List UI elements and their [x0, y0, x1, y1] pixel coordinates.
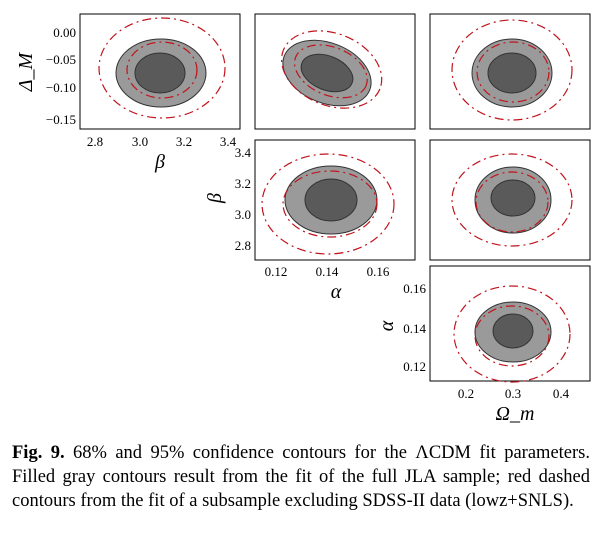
contour-68-red-dashed — [293, 44, 368, 99]
ytick-label: −0.15 — [46, 112, 76, 127]
contour-68-red-dashed — [475, 171, 549, 233]
xtick-label: 0.12 — [265, 264, 288, 279]
ytick-label: −0.10 — [46, 80, 76, 95]
xtick-label: 0.16 — [367, 264, 390, 279]
contour-95-red-dashed — [98, 17, 226, 119]
x-axis-label: α — [331, 281, 342, 303]
panel-omega-beta — [429, 139, 591, 261]
panel-alpha-deltaM — [254, 13, 416, 130]
contour-68-filled — [487, 52, 537, 94]
ytick-label: 3.2 — [235, 176, 251, 191]
y-axis-label: β — [204, 193, 226, 204]
contour-68-red-dashed — [282, 170, 378, 238]
ytick-label: 2.8 — [235, 238, 251, 253]
caption-text: 68% and 95% confidence contours for the … — [12, 443, 590, 511]
ytick-label: 0.16 — [403, 281, 426, 296]
figure-label: Fig. 9. — [12, 443, 65, 463]
contour-68-red-dashed — [126, 41, 198, 99]
contour-68-filled — [134, 52, 186, 94]
ytick-label: 3.0 — [235, 207, 251, 222]
contour-95-red-dashed — [280, 30, 383, 109]
contour-68-filled — [304, 178, 358, 222]
contour-68-filled — [490, 179, 536, 217]
ytick-label: −0.05 — [46, 52, 76, 67]
xtick-label: 3.0 — [132, 134, 148, 149]
xtick-label: 2.8 — [87, 134, 103, 149]
y-axis-label: Δ_M — [15, 51, 37, 92]
contour-68-filled — [492, 313, 534, 349]
xtick-label: 0.4 — [553, 386, 570, 401]
panel-omega-deltaM — [429, 13, 591, 130]
ytick-label: 0.14 — [403, 321, 426, 336]
x-axis-label: Ω_m — [496, 403, 535, 425]
contour-95-red-dashed — [453, 285, 571, 383]
figure-caption: Fig. 9. 68% and 95% confidence contours … — [12, 441, 590, 513]
contour-68-red-dashed — [476, 41, 550, 103]
contour-95-red-dashed — [261, 153, 395, 255]
contour-68-filled — [300, 53, 354, 93]
ytick-label: 0.00 — [53, 25, 76, 40]
panel-beta-deltaM: 0.00 −0.05 −0.10 −0.15 2.8 3.0 3.2 3.4 β… — [15, 13, 241, 173]
panel-omega-alpha: 0.16 0.14 0.12 0.2 0.3 0.4 Ω_m α — [376, 265, 591, 425]
x-axis-label: β — [154, 151, 165, 173]
corner-plot-figure: 0.00 −0.05 −0.10 −0.15 2.8 3.0 3.2 3.4 β… — [15, 13, 591, 425]
contour-68-red-dashed — [474, 305, 550, 367]
ytick-label: 3.4 — [235, 145, 252, 160]
contour-95-red-dashed — [451, 19, 573, 121]
xtick-label: 0.3 — [505, 386, 521, 401]
xtick-label: 0.2 — [458, 386, 474, 401]
xtick-label: 0.14 — [316, 264, 339, 279]
xtick-label: 3.4 — [220, 134, 237, 149]
y-axis-label: α — [376, 320, 398, 331]
ytick-label: 0.12 — [403, 359, 426, 374]
panel-alpha-beta: 3.4 3.2 3.0 2.8 0.12 0.14 0.16 α β — [204, 139, 416, 303]
xtick-label: 3.2 — [176, 134, 192, 149]
contour-95-red-dashed — [451, 153, 573, 247]
